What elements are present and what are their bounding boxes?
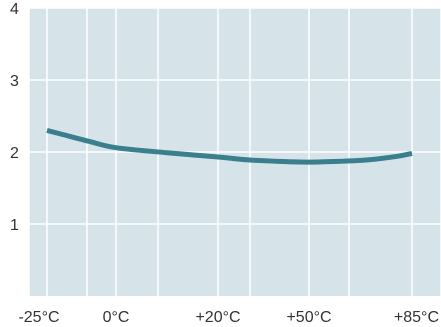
x-tick-label: +50°C [286,309,331,326]
series-line [46,127,413,165]
y-tick-label: 3 [10,73,19,90]
y-tick-label: 1 [10,217,19,234]
x-axis-ticks: -25°C 0°C +20°C +50°C +85°C [18,309,439,326]
x-tick-label: +20°C [195,309,240,326]
y-tick-label: 2 [10,145,19,162]
grid [28,7,441,296]
y-tick-label: 4 [10,1,19,18]
x-tick-label: 0°C [103,309,130,326]
y-axis-ticks: 1 2 3 4 [10,1,19,234]
x-tick-label: -25°C [18,309,59,326]
x-tick-label: +85°C [394,309,439,326]
series-layer [46,127,413,165]
